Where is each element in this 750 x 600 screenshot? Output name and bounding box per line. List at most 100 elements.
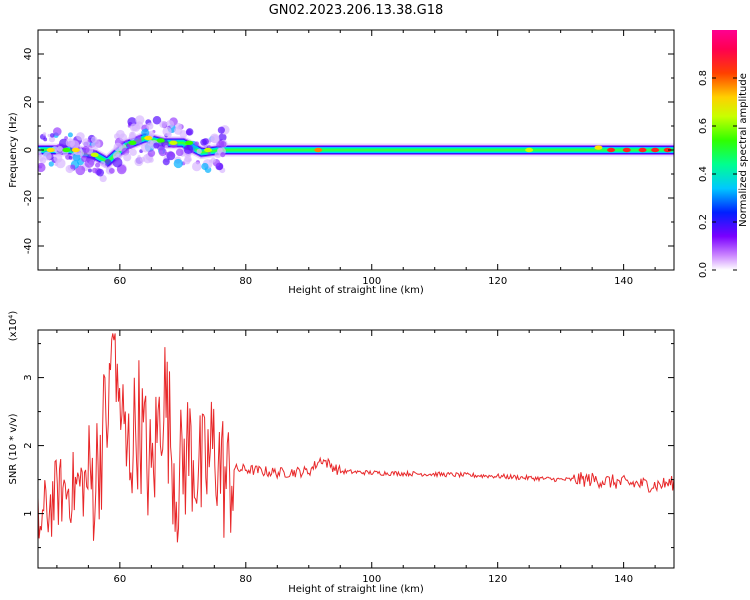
x-tick-label: 120 [488,574,507,585]
snr-series-line [38,333,674,543]
spectrogram-hotspot [128,140,137,145]
spectrogram-blob [124,139,128,143]
x-tick-label: 140 [614,276,633,287]
x-tick-label: 120 [488,276,507,287]
spectrogram-blob [220,152,226,158]
spectrogram-hotspot [169,140,178,145]
spectrogram-blob [53,153,63,163]
spectrogram-blob [164,145,168,149]
spectrogram-blob [112,157,123,168]
spectrogram-blob [57,145,63,152]
spectrogram-blob [99,174,107,183]
spectrogram-blob [162,158,170,166]
spectrogram-blob [119,133,128,142]
spectrogram-blob [141,128,150,137]
spectrogram-hotspot [651,147,660,153]
figure-title: GN02.2023.206.13.38.G18 [269,3,444,18]
y-tick-label: 0 [23,147,34,153]
spectrogram-hotspot [204,147,213,153]
spectrogram-blob [42,151,52,161]
spectrogram-hotspot [185,140,194,145]
spectrogram-blob [88,138,92,143]
spectrogram-blob [139,156,146,163]
snr-panel: 60 80 100 120 140 1 2 3 Height of straight lin… [8,311,675,595]
x-tick-label: 60 [113,574,126,585]
spectrogram-blob [72,153,81,162]
spectrogram-hotspot [663,147,672,153]
spectrogram-hotspot [607,147,616,153]
spectrogram-blob [175,148,184,157]
y-tick-label: 1 [23,510,34,516]
spectrogram-blob [137,155,141,159]
y-tick-label: -20 [23,190,34,206]
spectrogram-hotspot [314,147,323,153]
spectrogram-blob [48,136,55,143]
spectrogram-blob [129,148,137,156]
spectrogram-blob [38,147,42,155]
spectrogram-x-label: Height of straight line (km) [288,285,424,296]
y-tick-label: 20 [23,96,34,109]
spectrogram-blob [104,159,112,167]
spectrogram-blob [49,133,55,138]
spectrogram-blob [200,138,207,146]
snr-frame [37,329,675,569]
spectrogram-blob [210,157,216,163]
spectrogram-heatmap [38,115,674,183]
spectrogram-blob [185,128,194,136]
spectrogram-hotspot [156,138,165,143]
spectrogram-blob [87,168,92,173]
spectrogram-blob [96,168,105,177]
snr-x-label: Height of straight line (km) [288,584,424,595]
colorbar-tick-label: 0.0 [698,262,709,278]
spectrogram-hotspot [525,147,534,153]
spectrogram-hotspot [594,145,603,150]
spectrogram-blob [129,131,136,139]
spectrogram-blob [82,138,91,147]
spectrogram-blob [218,133,227,142]
spectrogram-ridge-band [38,137,674,163]
spectrogram-blob [113,142,123,152]
colorbar-label: Normalized spectral amplitude [738,73,749,227]
spectrogram-blob [147,149,156,157]
spectrogram-blob [217,126,225,134]
spectrogram-blob [137,135,142,140]
spectrogram-blob [146,122,154,130]
x-tick-label: 140 [614,574,633,585]
x-tick-label: 80 [239,574,252,585]
spectrogram-blob [116,153,120,158]
y-tick-label: 40 [23,48,34,61]
y-tick-label: -40 [23,238,34,254]
spectrogram-blob [159,120,167,129]
spectrogram-hotspot [71,147,80,153]
spectrogram-blob [191,161,202,172]
spectrogram-hotspot [622,147,631,153]
spectrogram-blob [59,138,69,148]
snr-y-ticks: 1 2 3 [23,343,674,549]
x-tick-label: 80 [239,276,252,287]
spectrogram-y-label: Frequency (Hz) [8,112,19,188]
spectrogram-blob [42,132,47,136]
spectrogram-hotspot [90,152,99,157]
spectrogram-blob [135,115,145,125]
x-tick-label: 100 [362,574,381,585]
spectrogram-blob [70,164,76,170]
spectrogram-blob [158,148,167,157]
spectrogram-hotspot [638,147,647,153]
spectrogram-hotspot [62,147,71,153]
spectrogram-hotspot [46,147,55,153]
spectrogram-blob [194,141,200,146]
spectrogram-blob [47,133,51,137]
colorbar: 0.0 0.2 0.4 0.6 0.8 Normalized spectral ampl… [698,30,749,278]
spectrogram-blob [183,144,194,155]
spectrogram-blob [91,136,98,143]
spectrogram-blob [38,162,46,173]
spectrogram-blob [75,165,86,176]
spectrogram-blob [92,167,98,174]
spectrogram-blob [201,162,209,171]
spectrogram-blob [70,140,80,150]
spectrogram-blob [82,146,90,154]
spectrogram-blob [148,157,154,163]
colorbar-tick-label: 0.8 [698,70,709,86]
colorbar-tick-label: 0.4 [698,166,709,182]
